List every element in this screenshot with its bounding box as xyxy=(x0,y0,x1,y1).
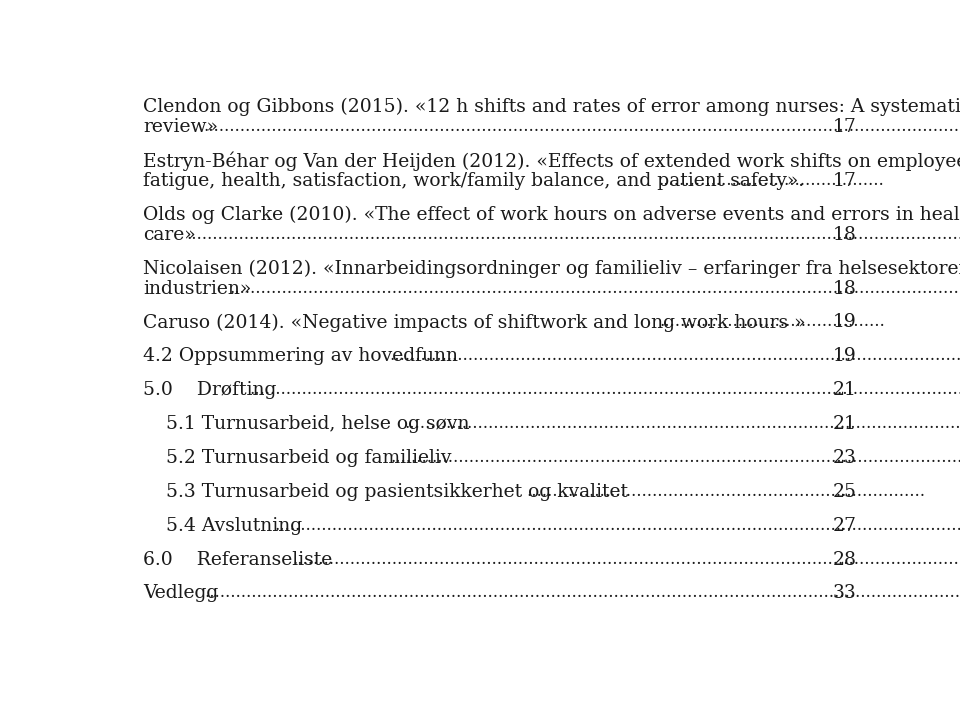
Text: 27: 27 xyxy=(832,517,856,534)
Text: 23: 23 xyxy=(832,449,856,467)
Text: 5.3 Turnusarbeid og pasientsikkerhet og kvalitet: 5.3 Turnusarbeid og pasientsikkerhet og … xyxy=(166,483,629,501)
Text: ............................................................................: ........................................… xyxy=(527,483,925,500)
Text: Clendon og Gibbons (2015). «12 h shifts and rates of error among nurses: A syste: Clendon og Gibbons (2015). «12 h shifts … xyxy=(143,98,960,116)
Text: ................................................................................: ........................................… xyxy=(390,347,960,364)
Text: Olds og Clarke (2010). «The effect of work hours on adverse events and errors in: Olds og Clarke (2010). «The effect of wo… xyxy=(143,206,960,224)
Text: 18: 18 xyxy=(832,280,856,297)
Text: ................................................................................: ........................................… xyxy=(204,584,960,602)
Text: Vedlegg: Vedlegg xyxy=(143,584,219,602)
Text: 4.2 Oppsummering av hovedfunn: 4.2 Oppsummering av hovedfunn xyxy=(143,347,458,365)
Text: 21: 21 xyxy=(832,415,856,433)
Text: 6.0    Referanseliste: 6.0 Referanseliste xyxy=(143,550,332,568)
Text: Estryn-Béhar og Van der Heijden (2012). «Effects of extended work shifts on empl: Estryn-Béhar og Van der Heijden (2012). … xyxy=(143,152,960,171)
Text: 5.4 Avslutning: 5.4 Avslutning xyxy=(166,517,302,534)
Text: ................................................................................: ........................................… xyxy=(186,225,960,243)
Text: ................................................................................: ........................................… xyxy=(390,449,960,466)
Text: 21: 21 xyxy=(832,381,856,399)
Text: 17: 17 xyxy=(832,172,856,190)
Text: Caruso (2014). «Negative impacts of shiftwork and long work hours »: Caruso (2014). «Negative impacts of shif… xyxy=(143,313,805,331)
Text: ................................................................................: ........................................… xyxy=(229,280,960,297)
Text: Nicolaisen (2012). «Innarbeidingsordninger og familieliv – erfaringer fra helses: Nicolaisen (2012). «Innarbeidingsordning… xyxy=(143,260,960,278)
Text: 5.0    Drøfting: 5.0 Drøfting xyxy=(143,381,276,399)
Text: ................................................................................: ........................................… xyxy=(204,117,960,135)
Text: fatigue, health, satisfaction, work/family balance, and patient safety».: fatigue, health, satisfaction, work/fami… xyxy=(143,172,804,190)
Text: 5.1 Turnusarbeid, helse og søvn: 5.1 Turnusarbeid, helse og søvn xyxy=(166,415,470,433)
Text: ................................................................................: ........................................… xyxy=(275,517,960,534)
Text: ...........................................: ........................................… xyxy=(659,313,885,331)
Text: ...........................................: ........................................… xyxy=(658,172,884,188)
Text: review»: review» xyxy=(143,117,218,136)
Text: 18: 18 xyxy=(832,225,856,244)
Text: 25: 25 xyxy=(832,483,856,501)
Text: 17: 17 xyxy=(832,117,856,136)
Text: ................................................................................: ........................................… xyxy=(292,550,960,568)
Text: 19: 19 xyxy=(832,313,856,331)
Text: ................................................................................: ........................................… xyxy=(404,415,960,432)
Text: ................................................................................: ........................................… xyxy=(249,381,960,398)
Text: 19: 19 xyxy=(832,347,856,365)
Text: 33: 33 xyxy=(832,584,856,602)
Text: 5.2 Turnusarbeid og familieliv: 5.2 Turnusarbeid og familieliv xyxy=(166,449,452,467)
Text: 28: 28 xyxy=(832,550,856,568)
Text: care»: care» xyxy=(143,225,196,244)
Text: industrien»: industrien» xyxy=(143,280,252,297)
